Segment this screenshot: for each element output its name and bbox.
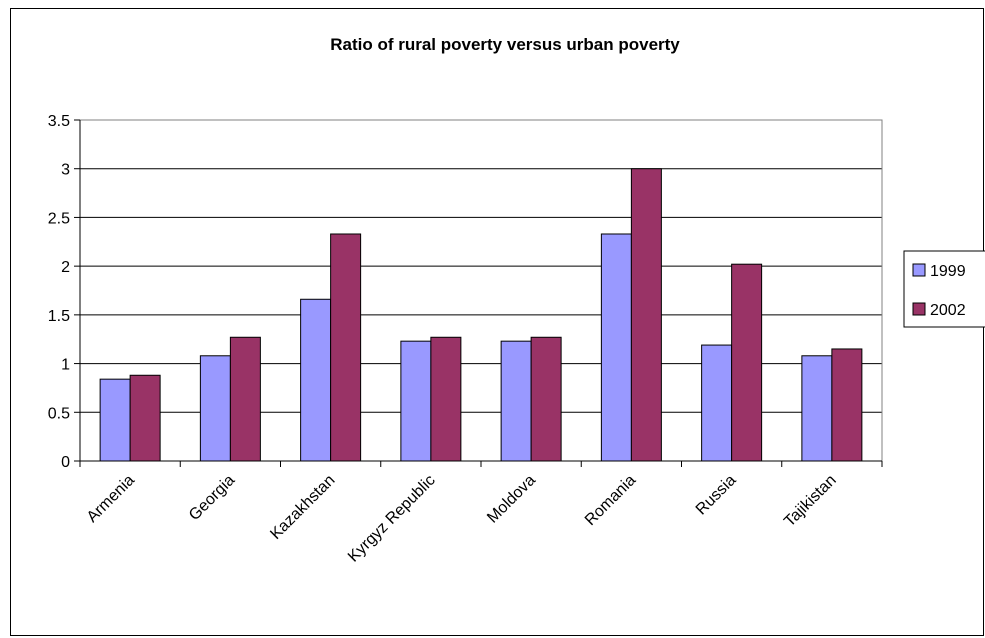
y-tick-label: 1 [61,357,70,374]
x-tick-label: Russia [693,472,740,519]
x-tick-label: Romania [582,472,639,529]
bar-2002-kyrgyz-republic [430,336,462,462]
y-tick-label: 3 [61,162,70,179]
bar-1999-russia [701,344,733,462]
y-tick-label: 3.5 [48,113,70,130]
bar-1999-georgia [199,355,231,462]
legend-label-1999: 1999 [930,263,966,280]
x-tick-label: Armenia [84,472,138,526]
x-tick-label: Georgia [186,472,238,524]
x-tick-label: Tajikistan [781,472,840,531]
bar-2002-romania [630,168,662,462]
bar-2002-armenia [129,374,161,462]
bar-1999-kazakhstan [300,298,332,462]
y-tick-label: 2.5 [48,210,70,227]
bar-1999-armenia [99,378,131,462]
bar-1999-kyrgyz-republic [400,340,432,462]
y-tick-label: 0 [61,454,70,471]
chart-frame [10,8,984,636]
legend-label-2002: 2002 [930,302,966,319]
x-tick-label: Kyrgyz Republic [345,472,439,566]
legend-swatch-2002 [912,302,926,316]
y-tick-label: 2 [61,259,70,276]
bars [99,168,863,462]
bar-2002-russia [731,263,763,462]
bar-2002-georgia [229,336,261,462]
x-tick-label: Kazakhstan [267,472,338,543]
bar-2002-tajikistan [831,348,863,462]
y-tick-label: 0.5 [48,405,70,422]
chart-title: Ratio of rural poverty versus urban pove… [330,35,680,54]
legend: 1999 2002 [903,250,985,328]
bar-2002-moldova [530,336,562,462]
legend-swatch-1999 [912,263,926,277]
y-tick-label: 1.5 [48,308,70,325]
bar-1999-romania [600,233,632,462]
bar-1999-moldova [500,340,532,462]
x-tick-label: Moldova [484,472,539,527]
bar-2002-kazakhstan [330,233,362,462]
bar-1999-tajikistan [801,355,833,462]
